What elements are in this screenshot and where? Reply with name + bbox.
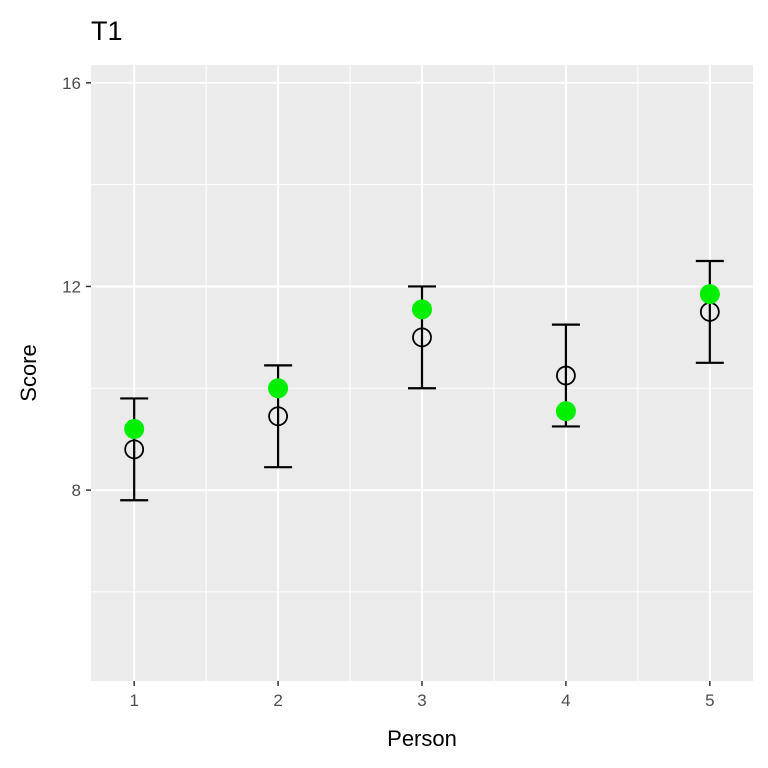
y-tick-label: 12	[62, 277, 81, 296]
data-marks	[120, 259, 724, 502]
x-tick-label: 5	[705, 691, 714, 710]
filled-point	[412, 299, 432, 320]
y-tick-label: 16	[62, 74, 81, 93]
open-point	[556, 365, 576, 386]
x-axis: 1 2 3 4 5	[129, 681, 715, 710]
y-axis-title: Score	[16, 344, 41, 401]
filled-point	[555, 401, 576, 422]
x-tick-label: 2	[273, 691, 282, 710]
error-bar	[120, 397, 149, 502]
y-tick-label: 8	[72, 481, 81, 500]
y-axis: 8 12 16	[62, 74, 91, 500]
x-axis-title: Person	[387, 726, 457, 751]
open-point	[124, 439, 145, 460]
error-bar	[695, 259, 724, 364]
filled-point	[124, 419, 145, 439]
x-tick-label: 1	[129, 691, 138, 710]
filled-point	[699, 284, 720, 305]
filled-point	[268, 378, 289, 399]
x-tick-label: 3	[417, 691, 426, 710]
x-tick-label: 4	[561, 691, 570, 710]
open-point	[268, 406, 288, 427]
open-point	[412, 327, 432, 348]
chart-title: T1	[91, 16, 123, 46]
